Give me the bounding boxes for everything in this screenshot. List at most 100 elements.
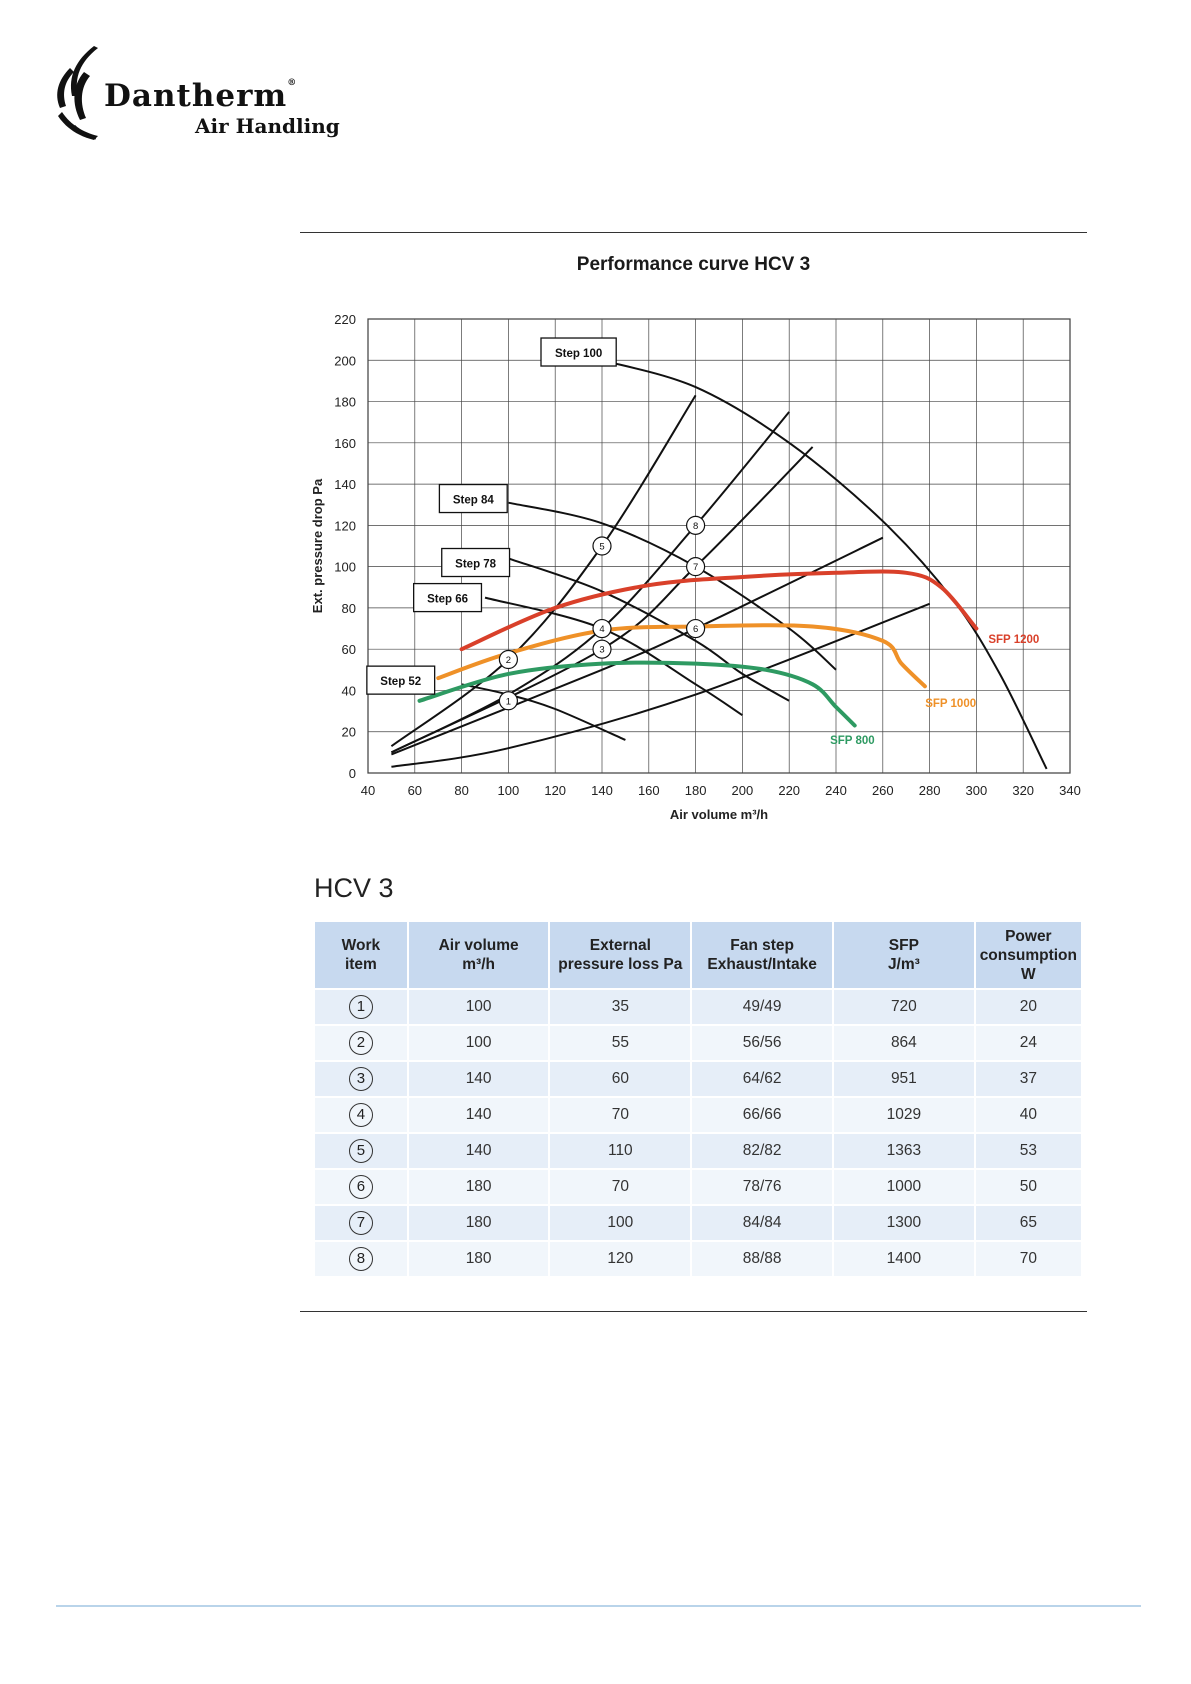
system-curve [391, 602, 930, 768]
work-item-number: 8 [348, 1247, 373, 1271]
table-header-row: Work item Air volume m³/h External pressure… [315, 922, 1081, 989]
fan-step-cell: 88/88 [691, 1240, 835, 1276]
work-point-label: 6 [693, 624, 698, 635]
step-label-box [413, 582, 483, 613]
x-tick-label: 300 [966, 783, 988, 798]
step-label: Step 100 [540, 337, 617, 367]
fan-step-cell: 49/49 [691, 988, 835, 1025]
power-cell: 20 [974, 988, 1081, 1025]
brand-subtitle: Air Handling [195, 114, 340, 138]
power-cell: 65 [974, 1204, 1081, 1241]
pressure-loss-cell: 35 [549, 988, 693, 1025]
power-cell: 70 [974, 1240, 1081, 1276]
step-label: Step 52 [366, 665, 436, 695]
step-label-box [441, 547, 511, 578]
sfp-cell: 1400 [833, 1240, 976, 1276]
air-volume-cell: 180 [407, 1168, 551, 1205]
top-rule [300, 232, 1087, 233]
work-point-circle [592, 536, 612, 556]
x-tick-label: 340 [1059, 783, 1081, 798]
air-volume-cell: 100 [407, 1024, 551, 1061]
step-label-box [366, 665, 436, 695]
work-item-number: 3 [348, 1067, 373, 1091]
chart-title: Performance curve HCV 3 [576, 254, 811, 275]
air-volume-cell: 140 [407, 1060, 551, 1097]
section-title: HCV 3 [314, 873, 394, 903]
col-header-pressure-loss: External pressure loss Pa [549, 922, 693, 989]
sfp-label: SFP 800 [830, 735, 875, 747]
plot-area [367, 318, 1071, 774]
x-tick-label: 160 [638, 783, 660, 798]
air-volume-cell: 140 [407, 1132, 551, 1169]
performance-chart: 40 60 80 100 120 140 160 180 200 220 240 260 280 300 3… [310, 312, 1081, 822]
sfp-curve [436, 623, 927, 689]
footer-line [56, 1605, 1141, 1607]
table-row: 2 100 55 56/56 864 24 [315, 1024, 1081, 1061]
y-tick-label: 140 [334, 477, 356, 492]
fan-curve [484, 596, 743, 717]
brand-name: Dantherm® [104, 78, 298, 114]
step-label-text: Step 84 [453, 495, 495, 507]
system-curve [391, 536, 884, 756]
table-row: 5 140 110 82/82 1363 53 [315, 1132, 1081, 1169]
work-point-label: 3 [599, 645, 604, 656]
table-row: 3 140 60 64/62 951 37 [315, 1060, 1081, 1097]
step-label-text: Step 78 [455, 559, 497, 571]
bottom-rule [300, 1311, 1087, 1312]
x-tick-label: 320 [1012, 783, 1034, 798]
pressure-loss-cell: 60 [549, 1060, 693, 1097]
fan-step-cell: 66/66 [691, 1096, 835, 1133]
work-item-cell: 8 [315, 1240, 409, 1276]
x-tick-label: 40 [361, 783, 375, 798]
work-point-circle [592, 639, 612, 659]
work-point-label: 7 [693, 562, 698, 573]
work-point-circle [686, 557, 706, 577]
pressure-loss-cell: 70 [549, 1096, 693, 1133]
sfp-cell: 1363 [833, 1132, 976, 1169]
y-tick-label: 160 [334, 436, 356, 451]
fan-curve [601, 359, 1048, 770]
col-header-power: Power consumption W [974, 922, 1081, 989]
work-point-circle [498, 649, 518, 670]
x-tick-label: 280 [919, 783, 941, 798]
work-point-label: 8 [693, 521, 698, 532]
work-point-circle [686, 515, 706, 535]
air-volume-cell: 140 [407, 1096, 551, 1133]
work-point: 4 [592, 618, 612, 639]
work-item-cell: 6 [315, 1168, 409, 1205]
x-tick-label: 240 [825, 783, 847, 798]
step-label: Step 78 [441, 547, 511, 578]
x-tick-label: 100 [498, 783, 520, 798]
system-curve [390, 394, 697, 748]
system-curve [390, 446, 814, 754]
work-point: 3 [592, 639, 612, 659]
y-tick-label: 80 [342, 601, 356, 616]
step-label-box [438, 483, 508, 514]
fan-curve [461, 683, 626, 741]
pressure-loss-cell: 110 [549, 1132, 693, 1169]
sfp-cell: 1000 [833, 1168, 976, 1205]
work-item-cell: 7 [315, 1204, 409, 1241]
air-volume-cell: 100 [407, 988, 551, 1025]
col-header-fan-step: Fan step Exhaust/Intake [691, 922, 835, 989]
air-volume-cell: 180 [407, 1204, 551, 1241]
y-tick-label: 120 [334, 518, 356, 533]
fan-step-cell: 82/82 [691, 1132, 835, 1169]
pressure-loss-cell: 100 [549, 1204, 693, 1241]
sfp-label: SFP 1000 [925, 698, 976, 710]
y-tick-label: 100 [334, 560, 356, 575]
step-label-text: Step 100 [555, 348, 602, 360]
y-tick-label: 0 [349, 766, 356, 781]
step-label-box [540, 337, 617, 367]
work-point-circle [592, 618, 612, 639]
sfp-cell: 864 [833, 1024, 976, 1061]
x-tick-label: 60 [408, 783, 422, 798]
y-tick-label: 40 [342, 683, 356, 698]
x-tick-label: 200 [732, 783, 754, 798]
table-row: 6 180 70 78/76 1000 50 [315, 1168, 1081, 1205]
table-row: 4 140 70 66/66 1029 40 [315, 1096, 1081, 1133]
work-item-number: 2 [348, 1031, 373, 1055]
swoosh-icon [57, 46, 98, 140]
col-header-sfp: SFP J/m³ [833, 922, 976, 989]
table-row: 1 100 35 49/49 720 20 [315, 988, 1081, 1025]
